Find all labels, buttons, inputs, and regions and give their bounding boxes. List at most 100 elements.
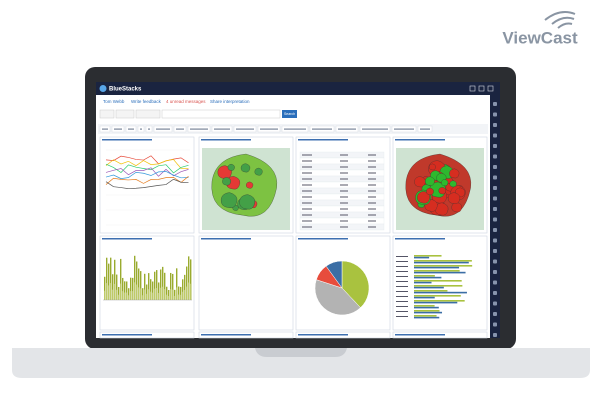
bar-alt — [132, 291, 133, 300]
hbar-alt — [414, 271, 466, 274]
cell-text — [302, 214, 312, 216]
sidebar-icon[interactable] — [493, 196, 497, 201]
row-label — [396, 306, 408, 307]
map-region — [449, 180, 457, 188]
button[interactable] — [115, 109, 135, 119]
breadcrumb-item[interactable]: 4 unread messages — [166, 99, 206, 104]
breadcrumb-item[interactable]: Share interpretation — [210, 99, 250, 104]
hbar-alt — [414, 286, 444, 289]
sidebar-icon[interactable] — [493, 144, 497, 148]
cell-text — [368, 196, 376, 198]
sidebar-icon[interactable] — [493, 280, 497, 285]
bar — [172, 273, 174, 300]
map-region — [426, 187, 434, 196]
cell-text — [340, 154, 348, 156]
line-series — [105, 176, 189, 185]
breadcrumb-item[interactable]: Write feedback — [131, 99, 162, 104]
pie-slice — [341, 260, 370, 309]
search-button[interactable] — [282, 110, 297, 118]
bar-alt — [108, 285, 109, 300]
sidebar-icon[interactable] — [493, 333, 497, 337]
sidebar-icon[interactable] — [493, 165, 497, 169]
map-region — [220, 192, 238, 209]
sidebar-icon[interactable] — [493, 249, 497, 253]
bar-alt — [162, 286, 163, 300]
sidebar-icon[interactable] — [493, 270, 497, 274]
map-region — [254, 167, 263, 176]
sidebar-icon[interactable] — [493, 238, 497, 243]
bar-alt — [170, 289, 171, 300]
notch — [255, 348, 347, 357]
bar-alt — [158, 292, 159, 300]
bar — [136, 261, 138, 300]
sidebar-icon[interactable] — [493, 207, 497, 211]
cell-text — [302, 154, 312, 156]
bar-alt — [176, 287, 177, 300]
tab-text — [420, 128, 430, 130]
bar — [120, 258, 122, 300]
sidebar-icon[interactable] — [493, 186, 497, 190]
bar-alt — [114, 283, 115, 300]
app-icon — [99, 85, 107, 92]
map-region — [239, 194, 256, 210]
sidebar-icon[interactable] — [493, 217, 497, 222]
bar-alt — [126, 292, 127, 300]
window-control[interactable] — [487, 85, 494, 92]
sidebar-icon[interactable] — [493, 175, 497, 180]
bar-alt — [182, 291, 183, 300]
bar — [188, 256, 190, 300]
bar-alt — [190, 283, 191, 300]
cell-text — [302, 178, 312, 180]
sidebar-icon[interactable] — [493, 123, 497, 127]
cell-text — [302, 184, 312, 186]
sidebar-icon[interactable] — [493, 102, 497, 106]
cell-text — [302, 166, 312, 168]
bar-alt — [152, 292, 153, 300]
button[interactable] — [135, 109, 161, 119]
tab-text — [190, 128, 208, 130]
sidebar-icon[interactable] — [493, 259, 497, 264]
bar-alt — [134, 282, 135, 300]
bar-alt — [116, 289, 117, 300]
tab-text — [102, 128, 108, 130]
panel-title — [298, 334, 348, 336]
sidebar-icon[interactable] — [493, 133, 497, 138]
bar-alt — [156, 288, 157, 300]
breadcrumb-item[interactable]: Tom Webb — [103, 99, 125, 104]
bar-alt — [150, 291, 151, 300]
button[interactable] — [99, 109, 115, 119]
sidebar-icon[interactable] — [493, 301, 497, 306]
map-region — [222, 177, 231, 186]
bar — [166, 286, 168, 300]
bar — [112, 274, 114, 300]
map-region — [447, 192, 461, 204]
sidebar-icon[interactable] — [493, 312, 497, 316]
cell-text — [368, 214, 376, 216]
panel-title — [298, 139, 348, 141]
bar-alt — [148, 289, 149, 300]
bar-alt — [164, 289, 165, 300]
hbar — [414, 300, 465, 302]
window-control[interactable] — [469, 85, 476, 92]
window-control[interactable] — [478, 85, 485, 92]
bar-alt — [172, 289, 173, 300]
sidebar-icon[interactable] — [493, 228, 497, 232]
bar-alt — [136, 284, 137, 300]
bar-alt — [106, 283, 107, 300]
tab-text — [236, 128, 254, 130]
sidebar-icon[interactable] — [493, 291, 497, 295]
sidebar-icon[interactable] — [493, 322, 497, 327]
tab-text — [260, 128, 278, 130]
search-input[interactable] — [161, 109, 281, 119]
tab-text — [156, 128, 170, 130]
cell-text — [368, 202, 376, 204]
hbar-alt — [414, 266, 460, 269]
bar — [132, 277, 134, 300]
cell-text — [302, 226, 312, 228]
panel — [392, 235, 488, 331]
map-region — [246, 181, 254, 189]
cell-text — [340, 172, 348, 174]
sidebar-icon[interactable] — [493, 112, 497, 117]
sidebar-icon[interactable] — [493, 154, 497, 159]
